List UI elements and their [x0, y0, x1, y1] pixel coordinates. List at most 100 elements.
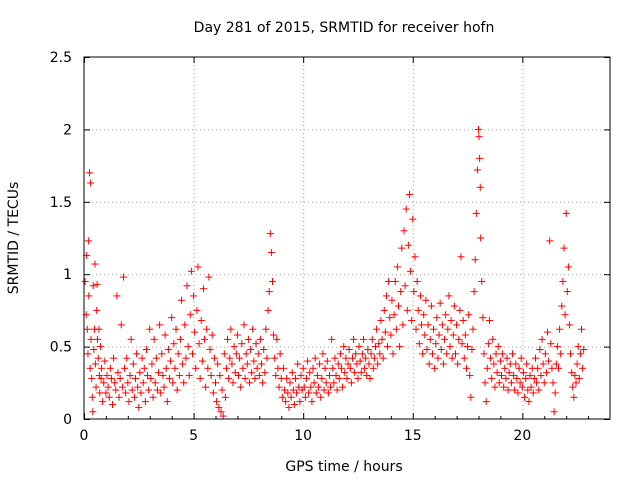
y-tick-label: 1.5 [50, 195, 72, 211]
data-point [501, 364, 509, 372]
data-point [483, 364, 491, 372]
data-point [253, 364, 261, 372]
data-point [479, 314, 487, 322]
data-point [169, 379, 177, 387]
data-point [199, 285, 207, 293]
data-point [355, 343, 363, 351]
data-point [518, 383, 526, 391]
data-point [111, 379, 119, 387]
data-point [114, 369, 122, 377]
data-point [332, 372, 340, 380]
data-point [272, 372, 280, 380]
data-point [160, 383, 168, 391]
data-point [388, 296, 396, 304]
data-point [387, 331, 395, 339]
data-point [179, 360, 187, 368]
data-point [128, 386, 136, 394]
axis-ticks [84, 57, 610, 420]
data-point [132, 374, 140, 382]
data-point [305, 389, 313, 397]
data-point [395, 302, 403, 310]
data-point [139, 379, 147, 387]
data-point [91, 260, 99, 268]
data-point [225, 374, 233, 382]
data-point [426, 335, 434, 343]
data-point [551, 389, 559, 397]
data-point [324, 389, 332, 397]
data-point [229, 379, 237, 387]
data-point [218, 386, 226, 394]
data-point [346, 364, 354, 372]
data-point [424, 321, 432, 329]
data-point [437, 345, 445, 353]
data-point [330, 379, 338, 387]
data-point [251, 374, 259, 382]
data-point [309, 364, 317, 372]
data-point [485, 317, 493, 325]
data-point [561, 311, 569, 319]
data-point [397, 288, 405, 296]
data-point [244, 335, 252, 343]
data-point [83, 325, 91, 333]
x-tick-label: 20 [513, 428, 531, 444]
data-point [505, 369, 513, 377]
data-point [362, 354, 370, 362]
data-point [242, 350, 250, 358]
data-point [108, 401, 116, 409]
data-point [331, 354, 339, 362]
data-point [476, 154, 484, 162]
data-point [523, 360, 531, 368]
data-point [146, 325, 154, 333]
data-point [149, 393, 157, 401]
data-point [491, 383, 499, 391]
data-point [87, 335, 95, 343]
data-point [507, 379, 515, 387]
data-point [155, 369, 163, 377]
y-tick-label: 2.5 [50, 50, 72, 66]
data-point [378, 335, 386, 343]
data-point [258, 360, 266, 368]
data-point [467, 393, 475, 401]
data-point [228, 360, 236, 368]
data-point [215, 403, 223, 411]
data-point [455, 335, 463, 343]
data-point [265, 288, 273, 296]
data-point [430, 325, 438, 333]
data-point [144, 372, 152, 380]
data-point [190, 292, 198, 300]
data-point [85, 169, 93, 177]
data-point [333, 386, 341, 394]
data-point [477, 234, 485, 242]
data-point [289, 386, 297, 394]
data-point [563, 288, 571, 296]
data-point [255, 372, 263, 380]
data-point [403, 306, 411, 314]
data-point [188, 350, 196, 358]
data-point [142, 345, 150, 353]
data-point [304, 357, 312, 365]
data-point [135, 403, 143, 411]
data-point [217, 408, 225, 416]
data-point [98, 364, 106, 372]
data-point [291, 374, 299, 382]
data-point [564, 263, 572, 271]
data-point [526, 372, 534, 380]
data-point [344, 360, 352, 368]
data-point [198, 357, 206, 365]
data-point [471, 256, 479, 264]
data-point [181, 321, 189, 329]
data-point [510, 372, 518, 380]
data-point [156, 321, 164, 329]
data-point [475, 125, 482, 133]
data-point [105, 393, 113, 401]
data-point [219, 412, 227, 420]
data-point [233, 331, 241, 339]
data-point [216, 372, 224, 380]
data-point [480, 350, 488, 358]
data-point [117, 321, 125, 329]
data-point [458, 340, 466, 348]
data-point [185, 372, 193, 380]
data-point [529, 389, 537, 397]
data-point [398, 244, 406, 252]
